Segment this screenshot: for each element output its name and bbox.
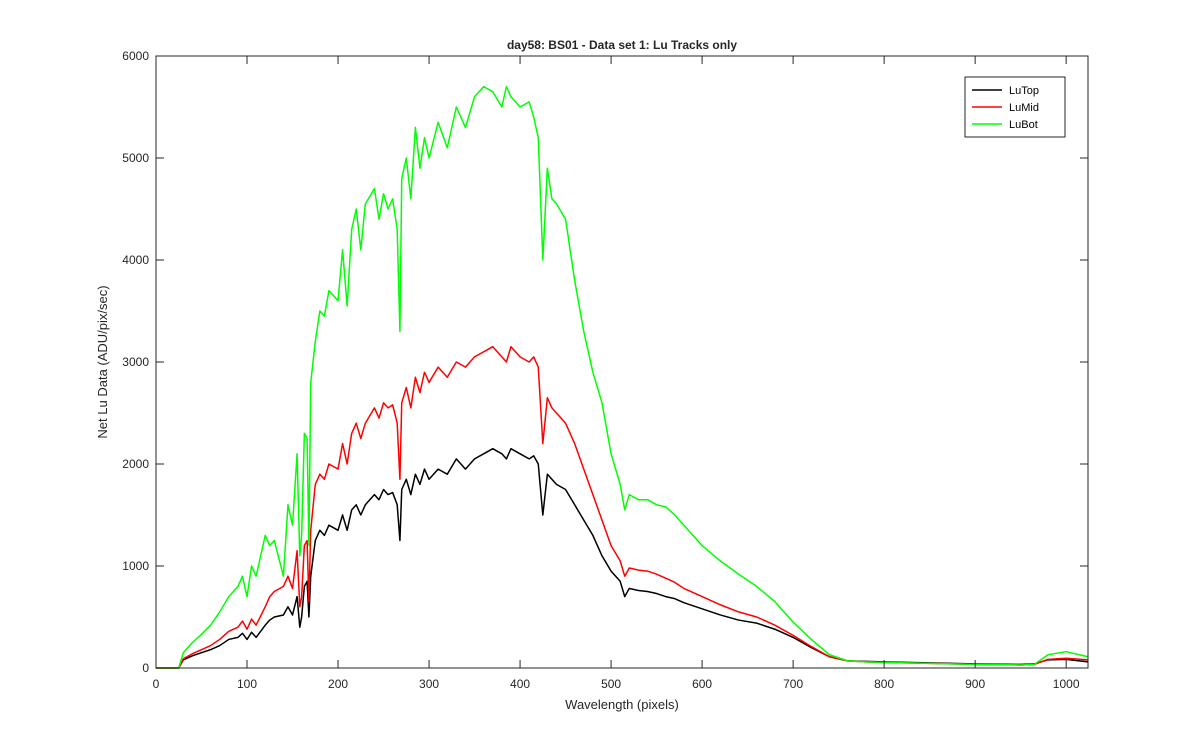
y-axis-label: Net Lu Data (ADU/pix/sec) <box>95 285 110 438</box>
x-tick-label: 1000 <box>1053 677 1080 691</box>
x-axis-label: Wavelength (pixels) <box>565 697 679 712</box>
x-tick-label: 600 <box>692 677 712 691</box>
series-line-lutop <box>156 447 1089 669</box>
series-layer <box>156 85 1089 669</box>
legend: LuTop LuMid LuBot <box>964 76 1066 138</box>
x-tick-label: 300 <box>419 677 439 691</box>
x-tick-label: 400 <box>510 677 530 691</box>
legend-label-lutop: LuTop <box>1009 85 1039 97</box>
series-line-lubot <box>156 85 1089 669</box>
series-line-lumid <box>156 345 1089 669</box>
ticks-layer: 0 100 200 300 400 500 600 700 800 900 1000 0 1000 200… <box>122 49 1088 691</box>
x-tick-label: 200 <box>328 677 348 691</box>
legend-label-lumid: LuMid <box>1009 102 1039 114</box>
y-tick-label: 1000 <box>122 559 149 573</box>
y-tick-label: 2000 <box>122 457 149 471</box>
y-tick-label: 4000 <box>122 253 149 267</box>
plot-area <box>156 56 1088 668</box>
y-tick-label: 5000 <box>122 151 149 165</box>
x-tick-label: 700 <box>783 677 803 691</box>
chart-title: day58: BS01 - Data set 1: Lu Tracks only <box>507 38 737 52</box>
x-tick-label: 100 <box>237 677 257 691</box>
y-tick-label: 6000 <box>122 49 149 63</box>
x-tick-label: 500 <box>601 677 621 691</box>
x-tick-label: 800 <box>874 677 894 691</box>
x-tick-label: 900 <box>965 677 985 691</box>
x-tick-label: 0 <box>153 677 160 691</box>
legend-label-lubot: LuBot <box>1009 119 1038 131</box>
y-tick-label: 0 <box>142 661 149 675</box>
y-tick-label: 3000 <box>122 355 149 369</box>
